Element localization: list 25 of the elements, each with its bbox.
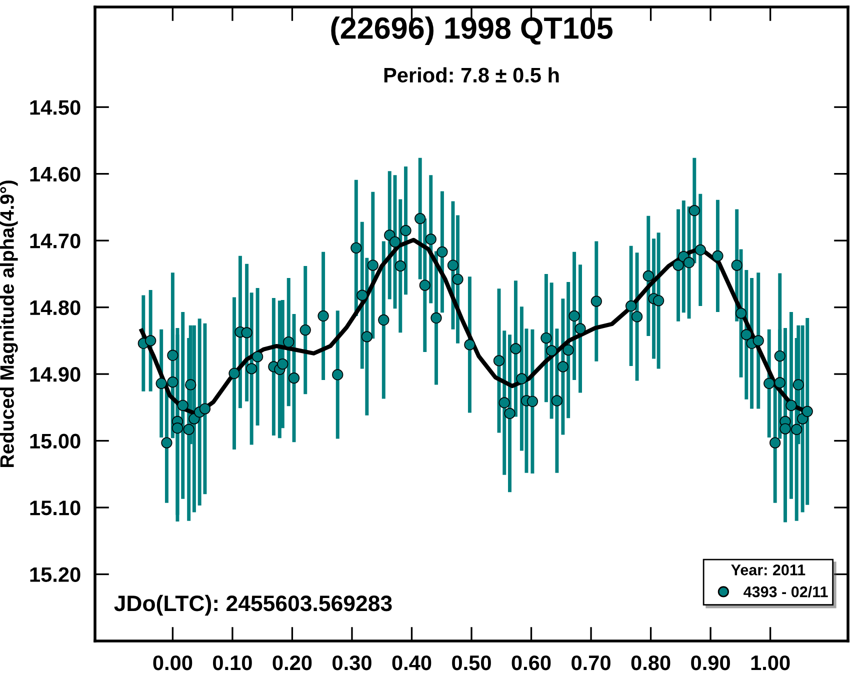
chart-title: (22696) 1998 QT105	[331, 16, 613, 45]
y-tick-label: 14.80	[30, 300, 80, 316]
annotation: JDo(LTC): 2455603.569283	[114, 594, 392, 616]
legend-label: 4393 - 02/11	[744, 586, 828, 598]
y-tick-label: 14.90	[30, 367, 80, 382]
y-tick-label: 15.20	[30, 567, 80, 582]
y-tick-label: 14.70	[30, 234, 80, 248]
y-tick-label: 14.50	[30, 100, 80, 115]
x-tick-label: 0.40	[392, 655, 432, 670]
x-tick-label: 0.30	[332, 655, 372, 670]
x-tick-label: 0.20	[272, 655, 312, 670]
x-tick-label: 0.10	[213, 655, 252, 670]
y-tick-label: 14.60	[30, 166, 80, 182]
x-tick-label: 1.00	[751, 655, 790, 670]
x-tick-label: 0.70	[572, 655, 610, 670]
legend-title: Year: 2011	[731, 564, 806, 576]
x-tick-label: 0.50	[452, 655, 491, 670]
x-tick-label: 0.80	[631, 655, 670, 670]
text: Period: 7.8 ± 0.5 h	[384, 67, 559, 83]
x-tick-label: 0.00	[153, 655, 192, 670]
y-tick-label: 15.00	[30, 434, 80, 449]
x-tick-label: 0.90	[691, 655, 730, 670]
y-tick-label: 15.10	[30, 500, 80, 516]
y-axis-title: Reduced Magnitude alpha(4.9°)	[0, 180, 18, 468]
x-tick-label: 0.60	[512, 655, 551, 670]
